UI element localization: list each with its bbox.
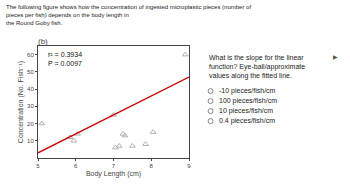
svg-text:8: 8 bbox=[150, 163, 154, 169]
svg-text:9: 9 bbox=[187, 163, 191, 169]
svg-text:50: 50 bbox=[27, 69, 34, 75]
svg-text:20: 20 bbox=[27, 121, 34, 127]
svg-text:The following figure shows how: The following figure shows how the conce… bbox=[6, 4, 251, 26]
svg-text:Concentration (No. Fish⁻¹): Concentration (No. Fish⁻¹) bbox=[17, 61, 25, 143]
svg-text:r² = 0.3934P = 0.0097: r² = 0.3934P = 0.0097 bbox=[48, 51, 82, 67]
svg-text:What is the slope for the line: What is the slope for the linearfunction… bbox=[209, 54, 305, 80]
svg-text:5: 5 bbox=[36, 163, 40, 169]
svg-text:6: 6 bbox=[74, 163, 78, 169]
svg-text:100 pieces/fish/cm: 100 pieces/fish/cm bbox=[219, 97, 277, 105]
svg-text:40: 40 bbox=[27, 86, 34, 92]
svg-text:10: 10 bbox=[27, 138, 34, 144]
svg-text:(b): (b) bbox=[38, 37, 48, 46]
svg-text:0.4 pieces/fish/cm: 0.4 pieces/fish/cm bbox=[219, 117, 275, 125]
svg-text:60: 60 bbox=[27, 52, 34, 58]
svg-text:7: 7 bbox=[112, 163, 116, 169]
svg-text:10 pieces/fish/cm: 10 pieces/fish/cm bbox=[219, 107, 273, 115]
svg-text:Body Length (cm): Body Length (cm) bbox=[86, 170, 141, 178]
svg-text:-10 pieces/fish/cm: -10 pieces/fish/cm bbox=[219, 87, 276, 95]
svg-text:30: 30 bbox=[27, 103, 34, 109]
svg-text:▶: ▶ bbox=[333, 54, 338, 60]
